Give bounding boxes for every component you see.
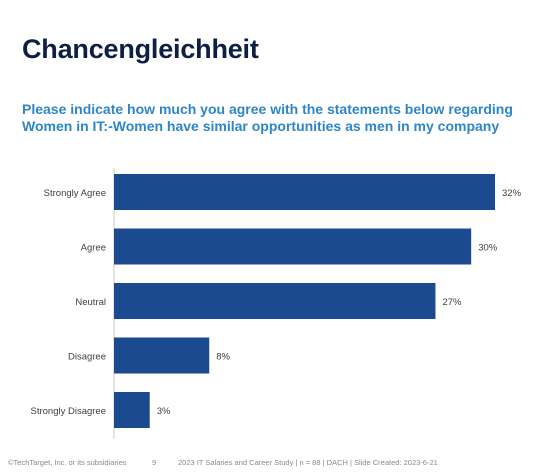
data-label: 8%	[216, 352, 230, 363]
bar	[114, 283, 436, 319]
slide-title: Chancengleichheit	[22, 34, 259, 64]
bar	[114, 174, 495, 210]
data-label: 32%	[502, 188, 522, 199]
category-label: Strongly Agree	[44, 188, 106, 199]
question-text: Please indicate how much you agree with …	[22, 101, 552, 135]
footer: ©TechTarget, Inc. or its subsidiaries 9 …	[0, 458, 560, 472]
bar	[114, 392, 150, 428]
footer-study-info: 2023 IT Salaries and Career Study | n = …	[178, 458, 438, 467]
data-label: 27%	[442, 297, 462, 308]
footer-copyright: ©TechTarget, Inc. or its subsidiaries	[8, 458, 127, 467]
bar	[114, 337, 210, 374]
category-label: Disagree	[68, 352, 106, 363]
bar	[114, 228, 472, 265]
data-label: 30%	[478, 243, 498, 254]
category-label: Agree	[81, 243, 106, 254]
category-label: Strongly Disagree	[30, 406, 106, 417]
category-label: Neutral	[75, 297, 106, 308]
question-line-1: Please indicate how much you agree with …	[22, 101, 513, 117]
data-label: 3%	[157, 406, 171, 417]
question-line-2: Women in IT:-Women have similar opportun…	[22, 118, 500, 134]
footer-page-number: 9	[152, 458, 157, 467]
